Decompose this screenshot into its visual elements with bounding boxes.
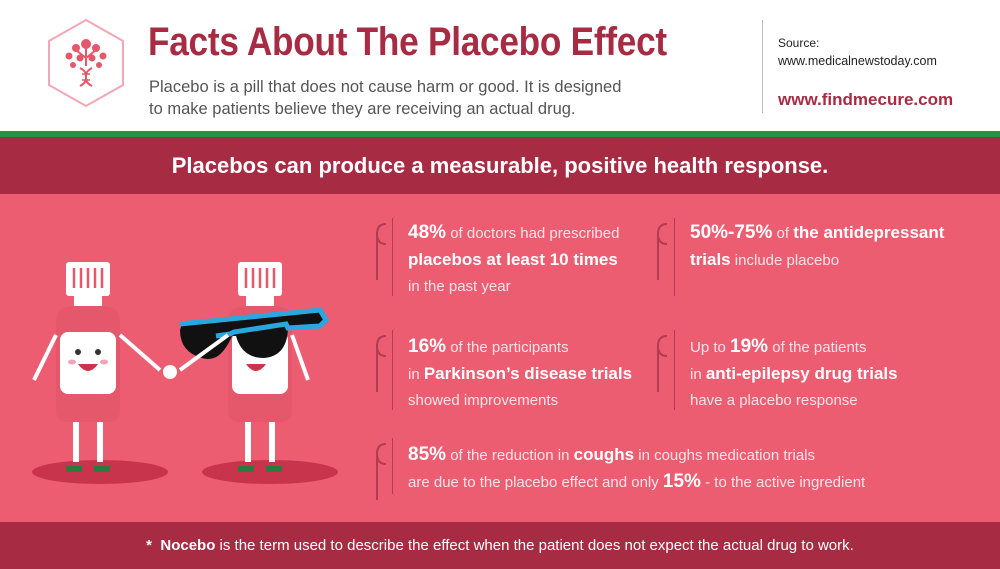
- header-divider: [762, 20, 763, 113]
- banner-text: Placebos can produce a measurable, posit…: [171, 153, 829, 178]
- fact-divider: [674, 218, 675, 296]
- dna-tree-logo-icon: [48, 18, 124, 108]
- fact-text: the antidepressant: [793, 223, 945, 242]
- fact-parkinsons-trials: 16% of the participants in Parkinson’s d…: [408, 334, 632, 414]
- fact-text: placebos at least 10 times: [408, 250, 618, 269]
- fact-divider: [392, 330, 393, 410]
- banner: [0, 137, 1000, 194]
- header: Facts About The Placebo Effect Placebo i…: [0, 0, 1000, 130]
- fact-text: are due to the placebo effect and only: [408, 474, 663, 491]
- page-subtitle: Placebo is a pill that does not cause ha…: [149, 76, 629, 120]
- footnote-star: *: [146, 537, 153, 554]
- fact-text: include placebo: [730, 252, 840, 269]
- fact-text: of the participants: [446, 339, 569, 356]
- page-title: Facts About The Placebo Effect: [148, 20, 667, 64]
- fact-antidepressant-trials: 50%-75% of the antidepressant trials inc…: [690, 220, 944, 274]
- fact-text: of doctors had prescribed: [446, 225, 620, 242]
- subtitle-line: Placebo is a pill that does not cause ha…: [149, 78, 622, 96]
- brand-link[interactable]: www.findmecure.com: [778, 90, 954, 109]
- bracket-icon: [375, 443, 387, 500]
- fact-text: in coughs medication trials: [634, 447, 816, 464]
- header-green-stripe: [0, 131, 1000, 137]
- fact-divider: [392, 438, 393, 494]
- right-bottle-character: [178, 262, 330, 472]
- fact-stat: 50%-75%: [690, 222, 773, 243]
- left-bottle-character: [32, 262, 162, 472]
- fact-divider: [674, 330, 675, 410]
- fact-stat: 85%: [408, 444, 447, 465]
- footer-note: * Nocebo is the term used to describe th…: [0, 537, 1000, 554]
- footer: [0, 522, 1000, 569]
- source-label: Source:: [778, 36, 820, 50]
- fact-text: have a placebo response: [690, 392, 858, 409]
- fact-text: coughs: [573, 445, 635, 464]
- fact-text: in: [408, 366, 424, 383]
- fact-text: in the past year: [408, 278, 511, 295]
- fact-divider: [392, 218, 393, 296]
- fact-anti-epilepsy-trials: Up to 19% of the patients in anti-epilep…: [690, 334, 898, 414]
- subtitle-line: to make patients believe they are receiv…: [149, 100, 576, 118]
- fact-cough-medication: 85% of the reduction in coughs in coughs…: [408, 442, 865, 496]
- fact-text: anti-epilepsy drug trials: [705, 364, 898, 383]
- fact-doctors-prescribed: 48% of doctors had prescribed placebos a…: [408, 220, 619, 300]
- pill-bottle-characters-illustration: [32, 262, 338, 484]
- bracket-icon: [375, 335, 387, 392]
- fact-text: showed improvements: [408, 392, 559, 409]
- facts-panel: [0, 194, 1000, 522]
- fact-stat: 19%: [730, 336, 769, 357]
- fact-text: - to the active ingredient: [700, 474, 866, 491]
- fact-text: trials: [690, 250, 731, 269]
- bracket-icon: [375, 223, 387, 280]
- fact-text: of the patients: [768, 339, 867, 356]
- fact-text: Up to: [690, 339, 731, 356]
- footnote-term: Nocebo: [160, 537, 216, 554]
- footnote-text: is the term used to describe the effect …: [215, 537, 854, 554]
- fact-text: of the reduction in: [446, 447, 574, 464]
- fact-text: of: [772, 225, 794, 242]
- fact-stat: 16%: [408, 336, 447, 357]
- bracket-icon: [656, 223, 668, 280]
- fact-text: in: [690, 366, 706, 383]
- fact-stat: 48%: [408, 222, 447, 243]
- source-link[interactable]: www.medicalnewstoday.com: [778, 54, 937, 68]
- fact-text: Parkinson’s disease trials: [423, 364, 633, 383]
- bracket-icon: [656, 335, 668, 392]
- fact-stat: 15%: [662, 471, 701, 492]
